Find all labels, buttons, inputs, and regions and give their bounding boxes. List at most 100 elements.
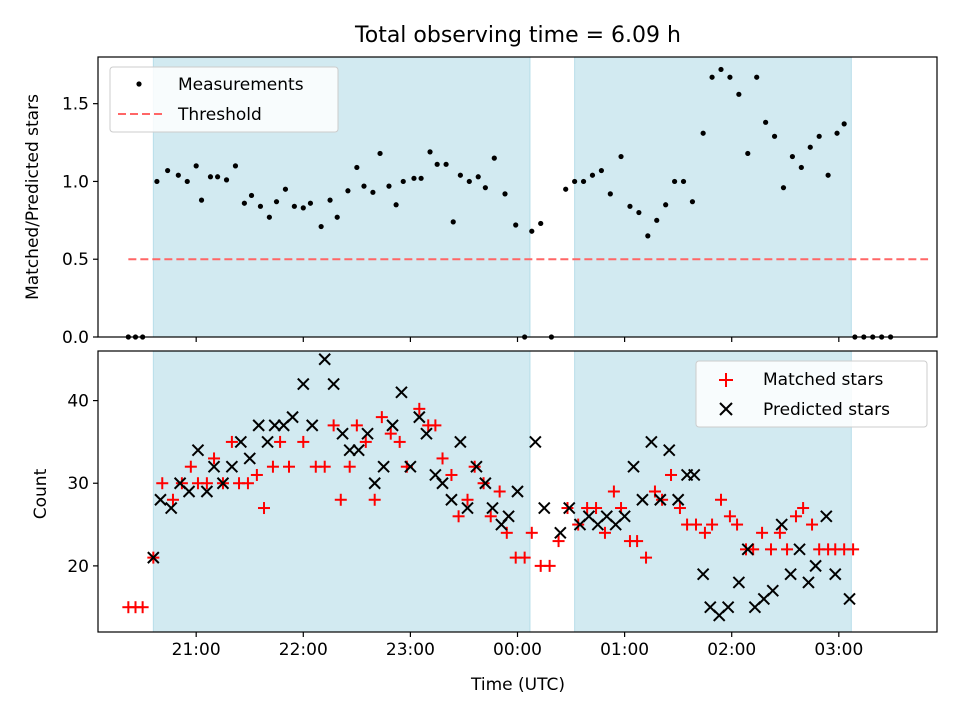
measurement-point [377,150,383,157]
predicted-star-b [352,443,365,457]
predicted-star-b [191,443,205,457]
predicted-star-b [784,567,797,581]
predicted-star-b [327,377,340,391]
top-y-tick-label: 0.5 [62,250,89,270]
predicted-star-b [200,485,214,498]
top-legend: Measurements Threshold [109,66,339,133]
predicted-star-point [147,551,160,564]
matched-star-point [136,601,149,614]
measurement-point [763,119,769,125]
predicted-star-point [413,410,426,424]
matched-star-point [525,526,538,539]
predicted-star-point [502,510,515,523]
predicted-star-b [688,468,701,482]
predicted-star-b [721,600,735,614]
predicted-star-b [336,427,349,440]
predicted-star-b [775,518,788,531]
predicted-star-point [243,452,256,465]
matched-star-point [607,485,620,498]
measurement-point [307,200,314,206]
predicted-star-point [721,600,735,614]
predicted-star-point [336,427,349,440]
predicted-star-b [268,419,281,432]
measurement-point [736,91,742,97]
measurement-point [700,130,706,136]
measurement-point [215,174,221,180]
predicted-star-b [234,435,248,449]
predicted-star-point [318,353,331,366]
matched-star-point [561,502,574,515]
matched-star-point [452,510,465,523]
matched-star-point [797,502,810,515]
predicted-star-point [377,460,390,473]
legend-measurements-label: Measurements [178,75,304,95]
predicted-star-point [191,443,205,457]
measurement-point [273,199,280,205]
measurement-point [354,164,360,171]
predicted-star-point [436,477,449,490]
measurement-point [427,149,433,155]
top-y-tick-label: 0.0 [62,328,89,348]
predicted-star-b [654,493,667,506]
matched-star-point [731,518,744,531]
measurement-point [627,203,633,209]
bottom-panel: 20 30 40 21:00 22:00 23:00 00:00 01:00 02:00 03:0… [31,350,938,695]
predicted-star-point [454,435,467,449]
measurement-point [598,167,605,174]
predicted-star-b [663,443,676,457]
matched-star-point [806,518,819,531]
measurement-point [482,185,488,191]
predicted-star-b [802,576,815,589]
matched-star-point [477,477,490,490]
predicted-star-b [696,567,710,581]
matched-star-point [266,460,279,473]
predicted-star-point [234,435,248,449]
predicted-star-point [386,419,399,432]
predicted-star-b [486,501,499,515]
matched-star-point [166,493,179,506]
predicted-star-b [741,543,754,556]
measurement-point [816,133,822,139]
predicted-star-b [829,567,842,581]
measurement-point [257,203,264,209]
predicted-star-b [225,460,239,473]
predicted-star-point [343,443,356,457]
predicted-star-b [479,477,492,490]
predicted-star-b [600,510,613,523]
matched-star-point [543,559,556,572]
matched-star-point [184,460,197,473]
predicted-star-b [582,510,596,523]
measurement-point [689,199,696,205]
matched-star-point [327,419,340,432]
matched-star-point [384,427,397,440]
measurement-point [807,144,813,150]
predicted-star-point [554,526,567,540]
predicted-star-point [286,410,299,424]
predicted-star-b [704,600,717,614]
predicted-star-b [404,460,417,473]
matched-star-point [781,543,794,556]
predicted-star-point [225,460,239,473]
predicted-star-point [420,427,433,440]
matched-star-point [375,411,388,424]
predicted-star-b [563,501,576,515]
measurement-point [671,178,678,185]
predicted-star-point [252,419,265,432]
measurement-point [618,153,624,160]
measurement-point [232,163,239,169]
predicted-star-point [538,501,551,515]
matched-star-point [250,468,263,481]
measurement-point [154,178,160,185]
measurement-point [291,203,297,209]
bottom-data-marks [122,353,860,622]
measurement-point [434,161,440,167]
predicted-star-point [268,419,281,432]
measurement-point [184,178,190,185]
measurement-point [709,74,715,80]
predicted-star-b [618,510,631,523]
top-y-tick-label: 1.5 [62,95,89,115]
predicted-star-b [361,427,374,440]
predicted-star-point [663,443,676,457]
matched-star-point [468,460,481,473]
predicted-star-b [297,377,310,391]
